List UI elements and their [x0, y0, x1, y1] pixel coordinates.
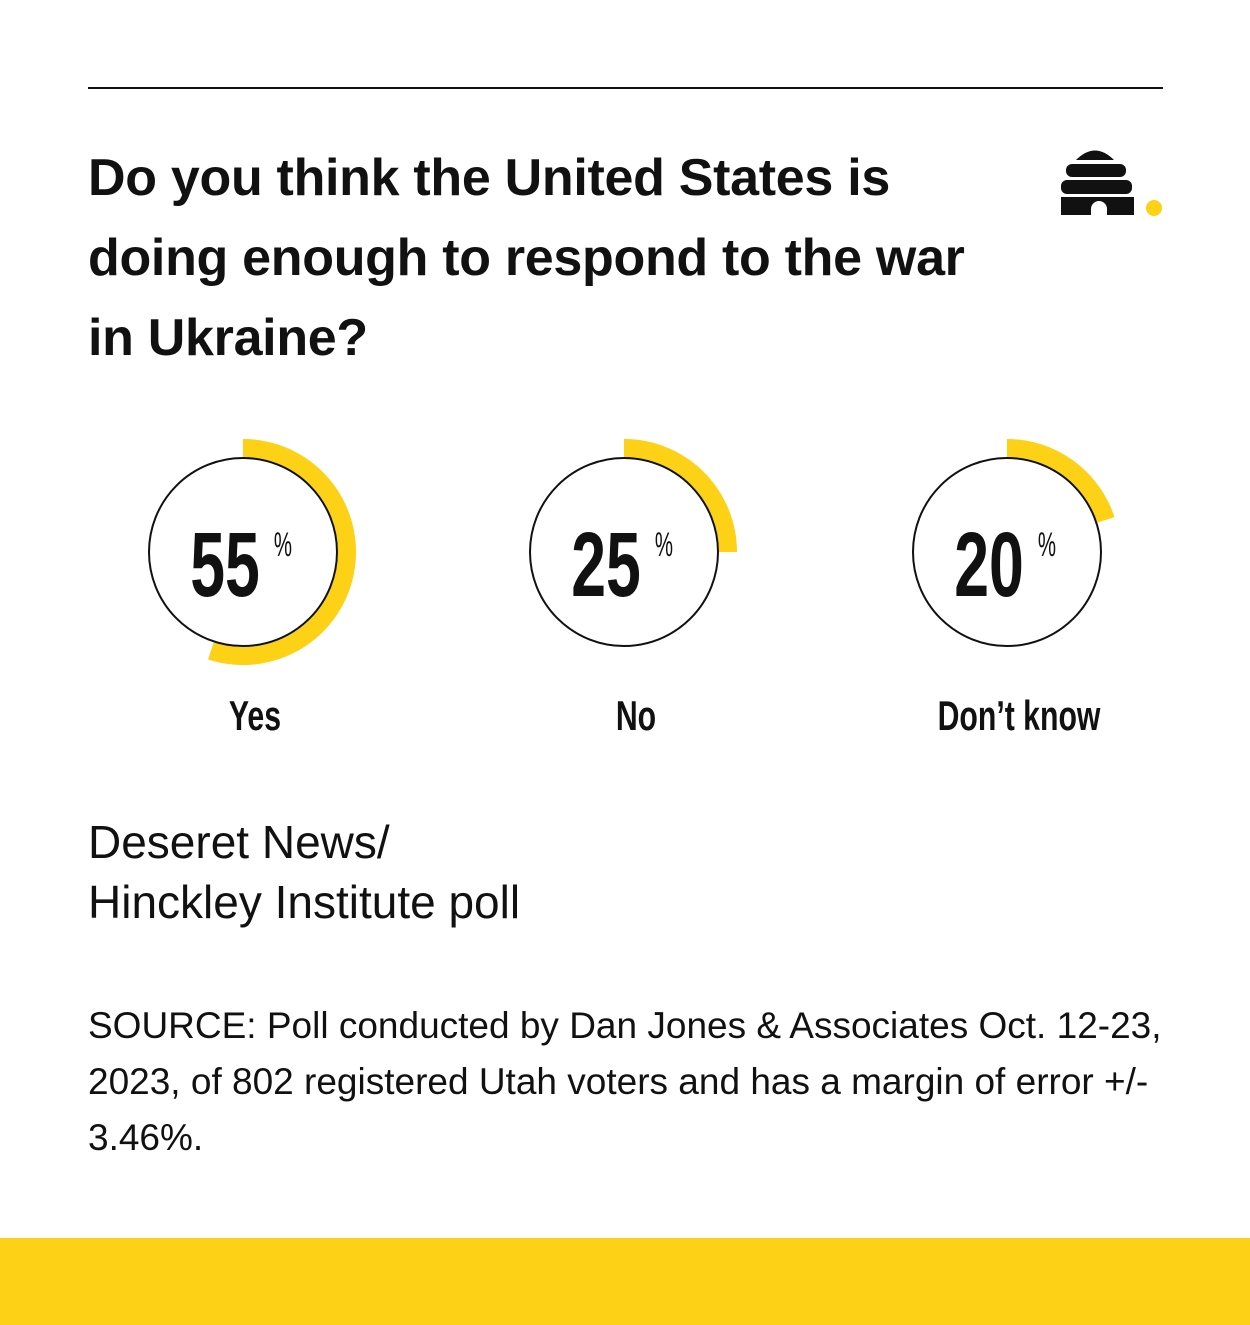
gauge-value: 20	[954, 513, 1024, 616]
gauge-label: Yes	[229, 692, 281, 739]
gauge-ring	[912, 457, 1102, 647]
poll-name: Deseret News/ Hinckley Institute poll	[88, 812, 520, 932]
gauge-unit: %	[274, 526, 292, 564]
top-rule	[88, 87, 1163, 89]
gauge-value: 55	[190, 513, 260, 616]
gauge-unit: %	[655, 526, 673, 564]
poll-name-line: Hinckley Institute poll	[88, 876, 521, 928]
chart-title: Do you think the United States is doing …	[88, 149, 965, 367]
gauge-value: 25	[571, 513, 641, 616]
gauge-label: Don’t know	[938, 692, 1101, 739]
beehive-icon	[1061, 150, 1162, 216]
footer-band	[0, 1238, 1250, 1325]
gauge-arc	[624, 439, 737, 552]
gauge-label: No	[616, 692, 656, 739]
source-note: SOURCE: Poll conducted by Dan Jones & As…	[88, 1005, 1162, 1158]
gauge-chart: 55 % Yes 25 % No 20 % Don’t know	[148, 439, 1115, 739]
gauge-unit: %	[1038, 526, 1056, 564]
gauge-arc	[1007, 439, 1115, 523]
gauge-ring	[148, 457, 338, 647]
poll-name-line: Deseret News/	[88, 816, 390, 868]
gauge-ring	[529, 457, 719, 647]
